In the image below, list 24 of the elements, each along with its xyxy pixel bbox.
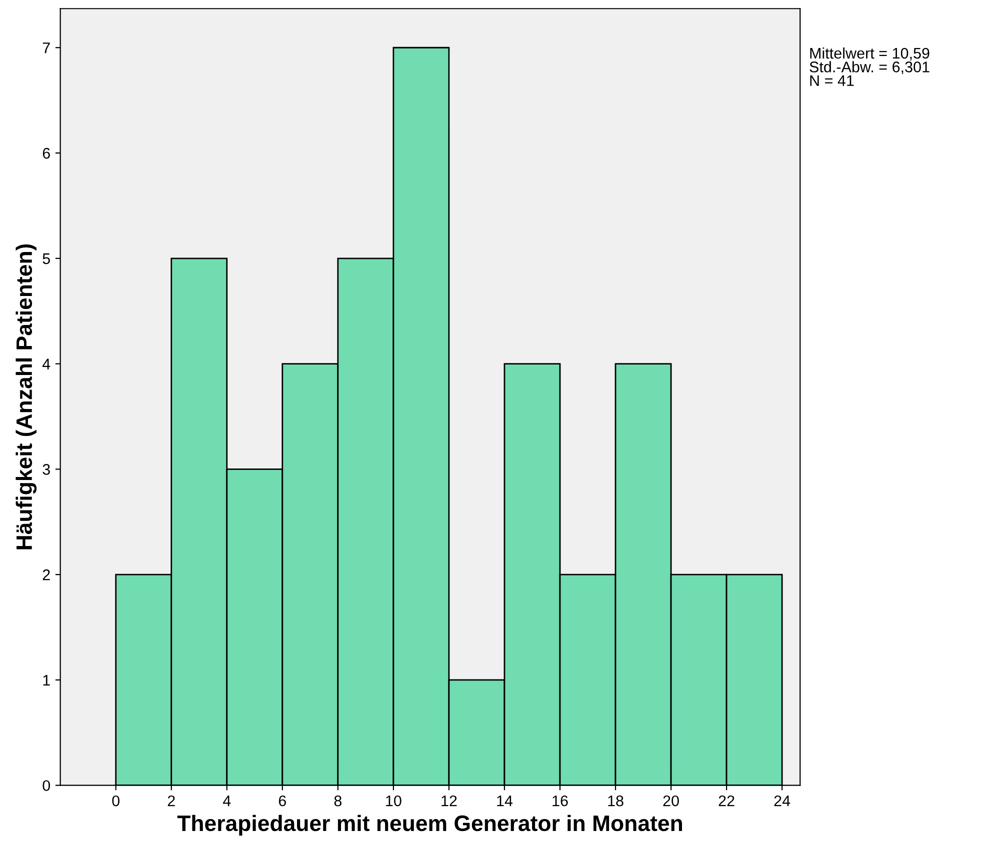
- y-tick-label: 4: [42, 358, 50, 370]
- x-tick-label: 18: [608, 795, 624, 806]
- y-tick-label: 3: [42, 464, 50, 475]
- y-tick-label: 1: [43, 674, 50, 686]
- x-tick-label: 4: [222, 796, 231, 806]
- x-tick-label: 8: [334, 795, 342, 806]
- x-axis-title: Therapiedauer mit neuem Generator in Monaten: [177, 814, 682, 836]
- y-tick-label: 6: [42, 148, 50, 159]
- x-tick-label: 22: [718, 795, 734, 806]
- x-tick-label: 10: [386, 795, 402, 806]
- x-tick-label: 6: [278, 795, 286, 806]
- y-tick-label: 5: [42, 253, 50, 264]
- x-tick-label: 2: [168, 795, 175, 806]
- y-tick-label: 2: [42, 569, 50, 580]
- x-tick-label: 20: [663, 795, 679, 806]
- x-tick-label: 16: [552, 795, 568, 806]
- x-tick-label: 0: [112, 795, 120, 806]
- x-tick-label: 12: [442, 795, 457, 806]
- y-tick-label: 7: [42, 42, 50, 54]
- x-tick-label: 24: [774, 795, 790, 806]
- y-tick-label: 0: [42, 780, 50, 792]
- y-axis-title: Häufigkeit (Anzahl Patienten): [16, 244, 37, 550]
- x-tick-label: 14: [497, 796, 513, 806]
- text: Mittelwert = 10,59 Std.-Abw. = 6,301 N = 41: [810, 47, 930, 86]
